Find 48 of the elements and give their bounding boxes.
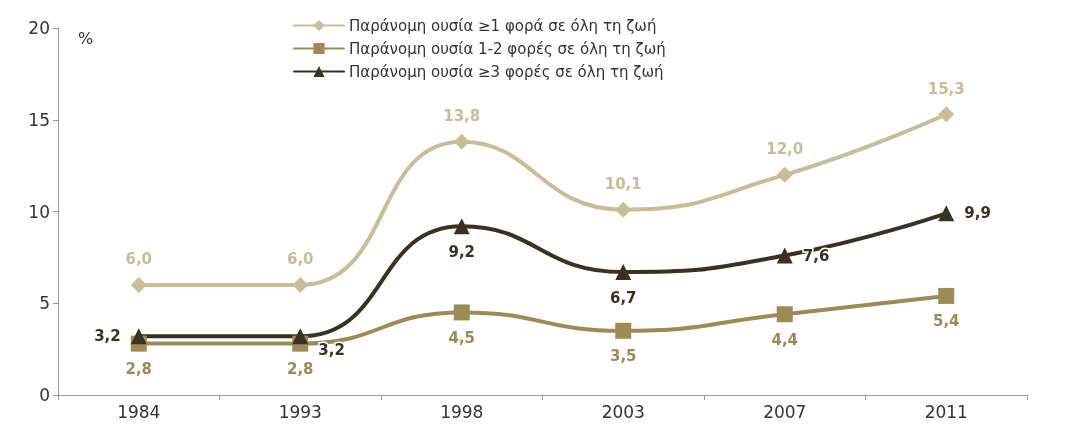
legend-label: Παράνομη ουσία ≥1 φορά σε όλη τη ζωή bbox=[349, 16, 657, 35]
y-tick-label: 20 bbox=[28, 18, 50, 38]
point bbox=[292, 276, 309, 293]
point bbox=[292, 328, 309, 345]
data-label: 2,8 bbox=[286, 360, 314, 379]
x-tick-label: 2003 bbox=[601, 401, 645, 422]
data-label: 2,8 bbox=[125, 360, 153, 379]
legend-label: Παράνομη ουσία 1-2 φορές σε όλη τη ζωή bbox=[349, 39, 666, 58]
legend-label: Παράνομη ουσία ≥3 φορές σε όλη τη ζωή bbox=[349, 62, 664, 81]
data-label: 4,4 bbox=[771, 330, 799, 349]
x-tick-label: 1984 bbox=[117, 401, 161, 422]
data-label: 9,2 bbox=[448, 242, 476, 261]
x-tick-label: 2011 bbox=[924, 401, 968, 422]
data-label: 3,2 bbox=[94, 327, 121, 346]
y-axis-title: % bbox=[78, 28, 94, 48]
x-tick-label: 1998 bbox=[440, 401, 484, 422]
point bbox=[938, 106, 955, 123]
point bbox=[615, 322, 632, 339]
x-tick-label: 1993 bbox=[278, 401, 322, 422]
point bbox=[453, 218, 470, 235]
point bbox=[130, 328, 147, 345]
point bbox=[776, 166, 793, 183]
y-tick-label: 5 bbox=[39, 293, 50, 314]
point bbox=[776, 247, 793, 264]
y-tick-label: 0 bbox=[39, 385, 50, 405]
data-label: 15,3 bbox=[927, 79, 965, 98]
y-tick-label: 10 bbox=[28, 201, 50, 222]
x-tick-label: 2007 bbox=[763, 401, 807, 422]
data-label: 3,5 bbox=[609, 347, 637, 366]
data-label: 5,4 bbox=[932, 312, 960, 331]
point bbox=[776, 306, 793, 323]
point bbox=[615, 201, 632, 218]
data-label: 6,0 bbox=[125, 250, 153, 269]
data-label: 6,7 bbox=[609, 288, 637, 307]
y-tick-label: 15 bbox=[28, 109, 50, 130]
point bbox=[938, 287, 955, 304]
data-label: 6,0 bbox=[286, 250, 314, 269]
point bbox=[938, 205, 955, 222]
point bbox=[453, 304, 470, 321]
data-label: 9,9 bbox=[964, 204, 991, 223]
data-label: 4,5 bbox=[448, 328, 476, 347]
point bbox=[615, 264, 632, 281]
data-label: 3,2 bbox=[318, 341, 345, 360]
point bbox=[453, 133, 470, 150]
data-label: 12,0 bbox=[766, 140, 804, 159]
point bbox=[130, 276, 147, 293]
data-label: 13,8 bbox=[443, 107, 481, 126]
data-label: 10,1 bbox=[604, 175, 642, 194]
